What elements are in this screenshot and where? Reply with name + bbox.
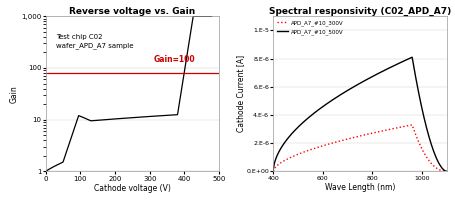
Title: Reverse voltage vs. Gain: Reverse voltage vs. Gain [69, 7, 195, 16]
X-axis label: Wave Length (nm): Wave Length (nm) [324, 183, 394, 192]
APD_A7_#10_300V [443, 170, 449, 173]
APD_A7_#10_300V [370, 132, 376, 134]
Text: Test chip C02
wafer_APD_A7 sample: Test chip C02 wafer_APD_A7 sample [56, 34, 133, 49]
APD_A7_#10_500V [370, 74, 376, 77]
APD_A7_#10_500V [409, 56, 414, 58]
APD_A7_#10_300V [270, 170, 275, 173]
APD_A7_#10_300V [409, 124, 414, 126]
Y-axis label: Cathode Current [A]: Cathode Current [A] [236, 55, 244, 132]
APD_A7_#10_300V [380, 129, 386, 132]
APD_A7_#10_500V [270, 170, 275, 173]
APD_A7_#10_500V [375, 72, 380, 74]
Legend: APD_A7_#10_300V, APD_A7_#10_500V: APD_A7_#10_300V, APD_A7_#10_500V [275, 19, 344, 36]
APD_A7_#10_500V [420, 112, 425, 114]
APD_A7_#10_300V [420, 150, 425, 152]
APD_A7_#10_500V [401, 59, 407, 62]
APD_A7_#10_300V [401, 125, 407, 128]
Y-axis label: Gain: Gain [10, 85, 18, 103]
APD_A7_#10_500V [380, 69, 386, 72]
Line: APD_A7_#10_500V: APD_A7_#10_500V [273, 57, 446, 171]
APD_A7_#10_300V [375, 131, 380, 133]
Text: Gain=100: Gain=100 [153, 55, 194, 64]
APD_A7_#10_500V [443, 170, 449, 173]
APD_A7_#10_300V [281, 160, 286, 162]
Line: APD_A7_#10_300V: APD_A7_#10_300V [273, 125, 446, 171]
X-axis label: Cathode voltage (V): Cathode voltage (V) [94, 184, 171, 193]
APD_A7_#10_500V [281, 142, 286, 145]
Title: Spectral responsivity (C02_APD_A7): Spectral responsivity (C02_APD_A7) [268, 7, 450, 16]
